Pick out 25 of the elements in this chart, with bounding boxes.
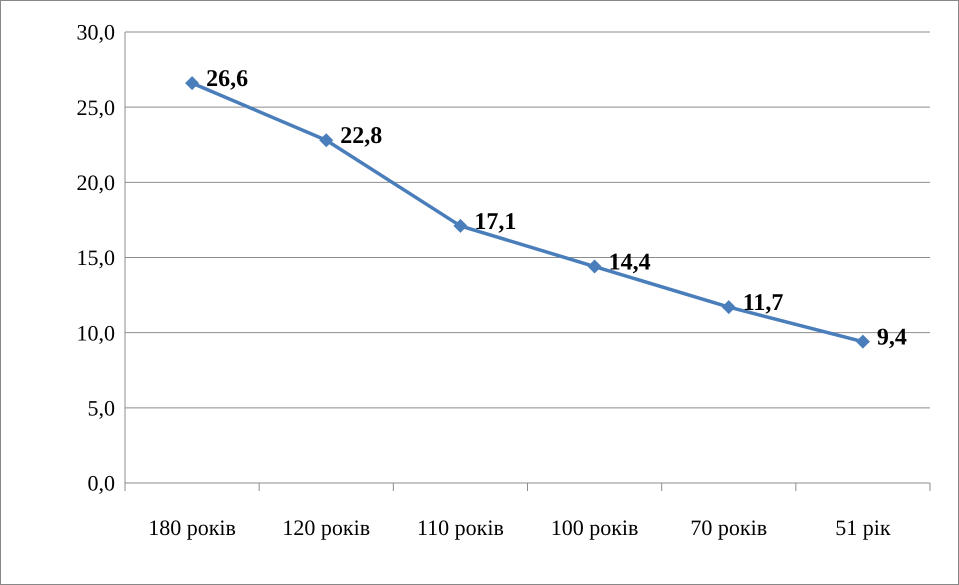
data-label: 22,8 xyxy=(340,123,382,150)
point xyxy=(588,260,602,274)
data-label: 26,6 xyxy=(206,66,248,92)
data-label: 14,4 xyxy=(608,250,651,276)
x-tick-label: 100 років xyxy=(550,515,638,540)
y-tick-label: 20,0 xyxy=(76,170,115,196)
x-tick-label: 180 років xyxy=(148,515,236,540)
x-tick-label: 120 років xyxy=(282,515,370,540)
point xyxy=(856,334,870,349)
point xyxy=(185,76,200,90)
point xyxy=(453,218,468,233)
y-tick-label: 0,0 xyxy=(88,470,115,496)
y-tick-label: 5,0 xyxy=(88,396,115,421)
point xyxy=(319,133,334,148)
data-label: 17,1 xyxy=(474,208,516,235)
data-label: 9,4 xyxy=(876,324,907,351)
y-tick-label: 15,0 xyxy=(76,245,115,270)
y-tick-label: 30,0 xyxy=(76,20,115,45)
y-tick-label: 10,0 xyxy=(76,320,115,346)
x-tick-label: 70 років xyxy=(690,515,768,540)
data-label: 11,7 xyxy=(742,290,784,316)
x-tick-label: 51 рік xyxy=(835,515,891,540)
point xyxy=(722,300,736,314)
x-tick-label: 110 років xyxy=(416,515,504,540)
y-tick-label: 25,0 xyxy=(76,94,115,120)
